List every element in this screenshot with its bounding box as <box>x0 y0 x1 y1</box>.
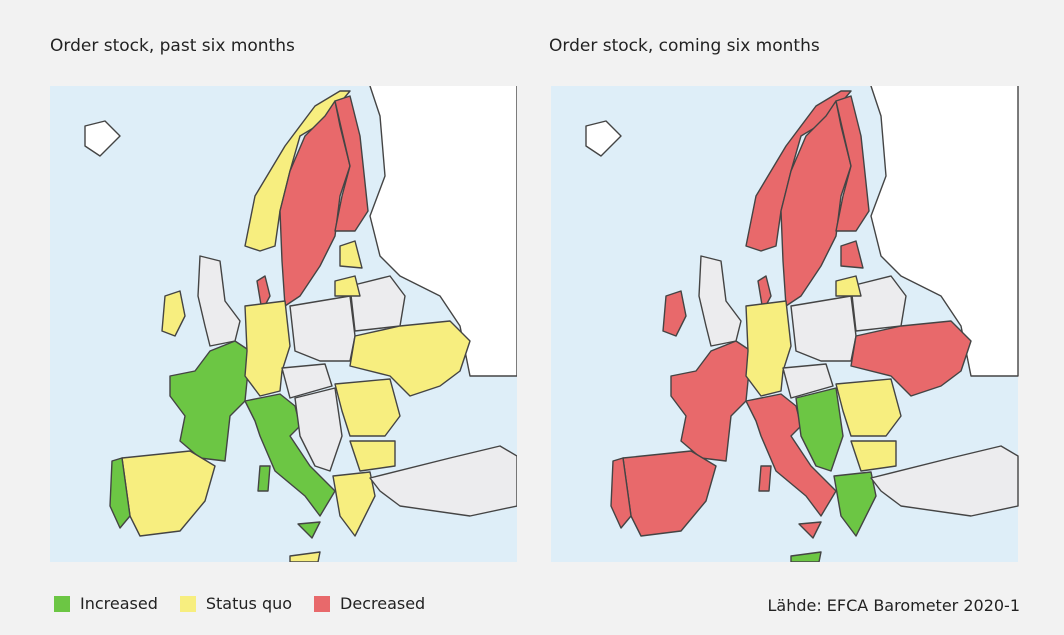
map <box>549 86 1020 562</box>
legend-item: Status quo <box>180 594 292 613</box>
country <box>791 296 856 361</box>
map-title: Order stock, past six months <box>50 36 295 56</box>
legend-label: Status quo <box>206 594 292 613</box>
legend-item: Increased <box>54 594 158 613</box>
map <box>50 86 517 562</box>
country <box>290 296 355 361</box>
legend-swatch <box>54 596 70 612</box>
legend: Increased Status quo Decreased <box>54 594 425 613</box>
country <box>258 466 270 491</box>
country <box>350 276 405 331</box>
source: Lähde: EFCA Barometer 2020-1 <box>767 596 1020 615</box>
legend-label: Increased <box>80 594 158 613</box>
legend-item: Decreased <box>314 594 425 613</box>
legend-swatch <box>314 596 330 612</box>
country <box>851 276 906 331</box>
legend-swatch <box>180 596 196 612</box>
page: Order stock, past six months Order stock… <box>0 0 1064 635</box>
map-title: Order stock, coming six months <box>549 36 820 56</box>
legend-label: Decreased <box>340 594 425 613</box>
country <box>759 466 771 491</box>
